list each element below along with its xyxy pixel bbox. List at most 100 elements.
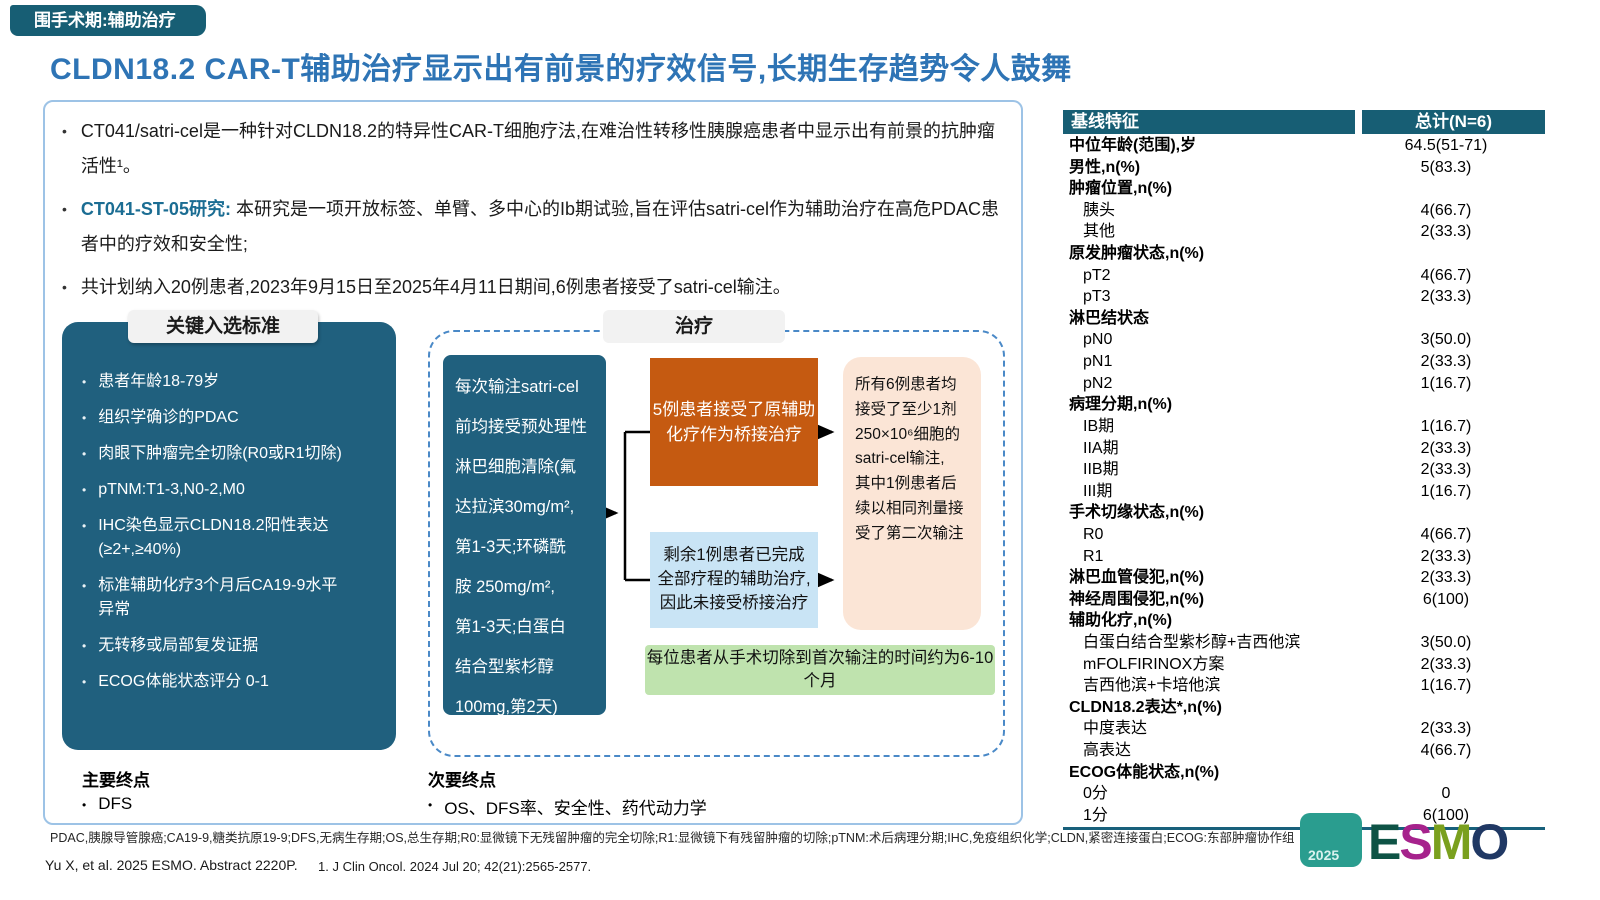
row-label: 病理分期,n(%) xyxy=(1069,396,1173,414)
row-value: 6(100) xyxy=(1422,590,1470,608)
secondary-endpoint-item: OS、DFS率、安全性、药代动力学 xyxy=(444,799,707,818)
bullet-text: CT041-ST-05研究: 本研究是一项开放标签、单臂、多中心的Ib期试验,旨… xyxy=(81,192,1012,262)
row-value: 1(16.7) xyxy=(1420,482,1472,500)
table-body: 中位年龄(范围),岁 64.5(51-71) 男性,n(%) 5(83.3) 肿瘤位置,… xyxy=(1063,134,1545,830)
table-header-label: 基线特征 xyxy=(1063,110,1355,134)
criteria-item: • 无转移或局部复发证据 xyxy=(82,634,382,658)
criteria-item-text: 患者年龄18-79岁 xyxy=(98,373,220,390)
criteria-item: • IHC染色显示CLDN18.2阳性表达 (≥2+,≥40%) xyxy=(82,514,382,562)
table-row: pN1 2(33.3) xyxy=(1063,351,1545,373)
table-row: III期 1(16.7) xyxy=(1063,481,1545,503)
row-label: mFOLFIRINOX方案 xyxy=(1083,655,1225,673)
primary-endpoint-title: 主要终点 xyxy=(82,771,150,790)
study-desc: 本研究是一项开放标签、单臂、多中心的Ib期试验,旨在评估satri-cel作为辅… xyxy=(80,199,999,255)
criteria-item-text: IHC染色显示CLDN18.2阳性表达 (≥2+,≥40%) xyxy=(98,517,329,558)
row-label: 0分 xyxy=(1083,785,1108,803)
row-value xyxy=(1347,178,1545,200)
list-item: • CT041/satri-cel是一种针对CLDN18.2的特异性CAR-T细… xyxy=(62,114,1012,184)
list-item: • CT041-ST-05研究: 本研究是一项开放标签、单臂、多中心的Ib期试验… xyxy=(62,192,1012,262)
row-label: 淋巴血管侵犯,n(%) xyxy=(1069,569,1205,587)
criteria-item: • 标准辅助化疗3个月后CA19-9水平 异常 xyxy=(82,574,382,622)
table-row: 病理分期,n(%) xyxy=(1063,394,1545,416)
row-label: pT2 xyxy=(1083,266,1111,284)
criteria-item: • 组织学确诊的PDAC xyxy=(82,406,382,430)
timing-note: 每位患者从手术切除到首次输注的时间约为6-10个月 xyxy=(645,645,995,695)
bullet-icon: • xyxy=(62,201,67,218)
table-row: ECOG体能状态,n(%) xyxy=(1063,762,1545,784)
table-row: 胰头 4(66.7) xyxy=(1063,200,1545,222)
esmo-logo-year: 2025 xyxy=(1308,847,1340,863)
table-row: IB期 1(16.7) xyxy=(1063,416,1545,438)
esmo-logo: 2025 ESMO xyxy=(1300,813,1509,867)
bullet-icon: • xyxy=(428,798,433,812)
reference-citation: Yu X, et al. 2025 ESMO. Abstract 2220P. xyxy=(45,857,298,873)
table-row: pT3 2(33.3) xyxy=(1063,286,1545,308)
row-label: 中位年龄(范围),岁 xyxy=(1069,137,1197,154)
table-row: 男性,n(%) 5(83.3) xyxy=(1063,157,1545,179)
criteria-item-text: 组织学确诊的PDAC xyxy=(98,409,239,426)
bullet-icon: • xyxy=(82,519,87,533)
table-row: 中度表达 2(33.3) xyxy=(1063,718,1545,740)
row-label: 肿瘤位置,n(%) xyxy=(1069,180,1173,198)
row-label: IIB期 xyxy=(1083,461,1119,479)
row-value xyxy=(1347,394,1545,416)
row-value: 2(33.3) xyxy=(1420,353,1472,371)
bullet-icon: • xyxy=(82,639,87,653)
row-label: 原发肿瘤状态,n(%) xyxy=(1069,245,1205,263)
criteria-item: • 肉眼下肿瘤完全切除(R0或R1切除) xyxy=(82,442,382,466)
bullet-icon: • xyxy=(82,375,87,389)
row-value: 2(33.3) xyxy=(1420,569,1472,587)
treatment-header: 治疗 xyxy=(603,310,785,343)
table-row: CLDN18.2表达*,n(%) xyxy=(1063,697,1545,719)
primary-endpoint-item: DFS xyxy=(98,794,133,813)
row-value: 2(33.3) xyxy=(1420,288,1472,306)
row-label: 高表达 xyxy=(1083,742,1132,760)
row-label: R1 xyxy=(1083,547,1104,565)
table-header-value: 总计(N=6) xyxy=(1362,110,1545,134)
bullet-icon: • xyxy=(82,798,87,812)
criteria-item: • 患者年龄18-79岁 xyxy=(82,370,382,394)
table-row: pT2 4(66.7) xyxy=(1063,265,1545,287)
row-value: 2(33.3) xyxy=(1420,439,1472,457)
table-row: 中位年龄(范围),岁 64.5(51-71) xyxy=(1063,135,1545,157)
row-label: pN0 xyxy=(1083,331,1113,349)
row-label: CLDN18.2表达*,n(%) xyxy=(1069,698,1222,716)
row-value xyxy=(1347,697,1545,719)
table-row: 1分 6(100) xyxy=(1063,805,1545,827)
row-value: 1(16.7) xyxy=(1420,417,1472,435)
row-value: 0 xyxy=(1441,785,1451,803)
list-item: • DFS xyxy=(82,794,150,817)
criteria-item-text: ECOG体能状态评分 0-1 xyxy=(98,673,269,690)
table-row: IIB期 2(33.3) xyxy=(1063,459,1545,481)
criteria-box: • 患者年龄18-79岁 • 组织学确诊的PDAC • 肉眼下肿瘤完全切除(R0或R1切除… xyxy=(62,322,396,750)
row-label: IIA期 xyxy=(1083,439,1119,457)
row-value: 4(66.7) xyxy=(1420,525,1472,543)
row-label: ECOG体能状态,n(%) xyxy=(1069,763,1220,781)
no-bridging-box: 剩余1例患者已完成 全部疗程的辅助治疗, 因此未接受桥接治疗 xyxy=(650,532,818,628)
bullet-icon: • xyxy=(82,675,87,689)
table-row: 白蛋白结合型紫杉醇+吉西他滨 3(50.0) xyxy=(1063,632,1545,654)
row-value: 64.5(51-71) xyxy=(1404,137,1488,154)
row-label: pN1 xyxy=(1083,353,1113,371)
row-label: 中度表达 xyxy=(1083,720,1148,738)
section-badge: 围手术期:辅助治疗 xyxy=(10,5,206,36)
bullet-icon: • xyxy=(82,483,87,497)
secondary-endpoint: 次要终点 • OS、DFS率、安全性、药代动力学 xyxy=(428,766,707,819)
row-label: 男性,n(%) xyxy=(1069,158,1141,176)
criteria-item-text: 无转移或局部复发证据 xyxy=(98,637,259,654)
criteria-item-text: 标准辅助化疗3个月后CA19-9水平 异常 xyxy=(98,577,338,618)
baseline-table: 基线特征 总计(N=6) 中位年龄(范围),岁 64.5(51-71) 男性,n(%… xyxy=(1063,110,1545,830)
criteria-list: • 患者年龄18-79岁 • 组织学确诊的PDAC • 肉眼下肿瘤完全切除(R0或R1切除… xyxy=(82,370,382,706)
table-row: 淋巴结状态 xyxy=(1063,308,1545,330)
row-value xyxy=(1347,762,1545,784)
row-label: 白蛋白结合型紫杉醇+吉西他滨 xyxy=(1083,634,1301,652)
row-value xyxy=(1347,502,1545,524)
table-row: pN0 3(50.0) xyxy=(1063,329,1545,351)
bullet-icon: • xyxy=(62,123,67,139)
table-row: 其他 2(33.3) xyxy=(1063,221,1545,243)
bullet-text: CT041/satri-cel是一种针对CLDN18.2的特异性CAR-T细胞疗… xyxy=(80,121,995,177)
row-value: 3(50.0) xyxy=(1420,634,1472,652)
table-row: 手术切缘状态,n(%) xyxy=(1063,502,1545,524)
criteria-item-text: pTNM:T1-3,N0-2,M0 xyxy=(98,481,245,498)
